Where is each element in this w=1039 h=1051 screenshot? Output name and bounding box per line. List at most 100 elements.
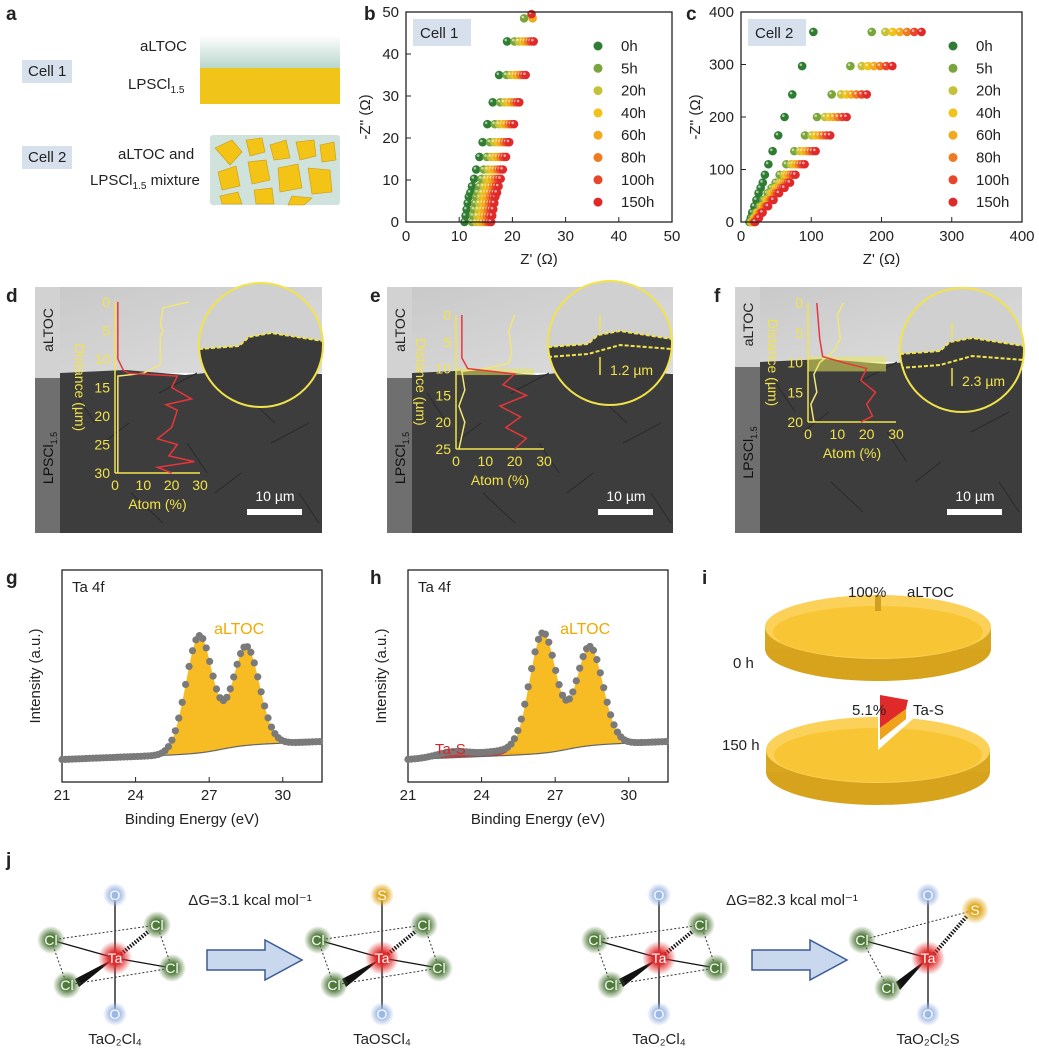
point-highlight: [814, 114, 818, 117]
grain-boundary: [650, 492, 672, 524]
atom-cl-glow: [425, 954, 453, 982]
scale-bar-label: 10 µm: [606, 488, 645, 504]
y-axis-label: Intensity (a.u.): [373, 628, 390, 723]
lpscl-particle: [295, 139, 317, 161]
plot-frame: [405, 11, 673, 223]
measured-data-point: [531, 648, 539, 656]
measured-data-point: [593, 656, 601, 664]
profile-x-label: Atom (%): [823, 445, 881, 461]
profile-y-tick: 10: [435, 361, 451, 377]
data-point-150h: [769, 195, 778, 205]
point-highlight: [792, 172, 796, 175]
point-highlight: [835, 114, 838, 117]
grain-boundary: [158, 372, 198, 394]
data-point-150h: [498, 165, 508, 174]
point-highlight: [823, 132, 827, 136]
point-highlight: [500, 166, 503, 170]
atom-cl-glow: [304, 926, 332, 954]
scale-bar: [947, 509, 1002, 515]
altoc-layer: [200, 35, 340, 68]
profile-y-tick: 20: [435, 414, 451, 430]
lpscl-region: [60, 369, 322, 533]
profile-y-tick: 15: [787, 384, 803, 400]
pie-label-0h: 0 h: [733, 655, 754, 672]
measured-data-point: [572, 677, 580, 685]
measured-data-point: [182, 680, 190, 689]
atom-ta-glow: [365, 941, 399, 975]
inset-lpscl: [548, 331, 672, 405]
delta-g-reaction-1: ΔG=3.1 kcal mol⁻¹: [188, 892, 311, 909]
cell-title-box: [413, 19, 471, 46]
legend-label-20h: 20h: [621, 83, 646, 100]
point-highlight: [865, 63, 868, 67]
dotted-plane-line: [861, 909, 976, 941]
point-highlight: [478, 176, 482, 179]
x-tick-label: 40: [610, 228, 627, 245]
point-highlight: [897, 29, 900, 32]
data-point-0h: [469, 174, 479, 184]
data-point-150h: [521, 70, 530, 80]
point-highlight: [789, 91, 793, 95]
measured-data-point: [254, 673, 262, 681]
point-highlight: [809, 132, 812, 136]
grain-boundary: [298, 492, 320, 524]
measured-data-point: [555, 681, 563, 689]
x-tick-label: 30: [557, 228, 574, 245]
profile-x-tick: 10: [136, 477, 152, 493]
formula-reactant-1: TaO₂Cl₄: [88, 1031, 142, 1048]
measured-data-point: [212, 685, 221, 693]
atom-o-glow: [103, 1002, 127, 1026]
lpscl-particle: [214, 139, 243, 166]
atom-o: O: [654, 887, 665, 903]
atom-cl-glow: [874, 974, 902, 1002]
x-tick-label: 0: [737, 228, 745, 245]
side-label-sub: 1.5: [749, 426, 759, 439]
measured-data-point: [510, 735, 519, 743]
atom-ta: Ta: [108, 950, 123, 966]
grain-boundary: [270, 422, 310, 444]
data-point-150h: [785, 178, 795, 187]
atom-o: O: [923, 1006, 934, 1022]
point-highlight: [762, 172, 765, 175]
y-tick-label: 300: [709, 57, 734, 74]
atom-ta-glow: [98, 941, 132, 975]
atom-ta-glow: [911, 941, 945, 975]
measured-data-point: [552, 666, 560, 675]
point-highlight: [918, 29, 922, 32]
point-highlight: [753, 197, 757, 200]
dotted-plane-line: [333, 967, 440, 986]
atom-cl-glow: [143, 911, 171, 939]
lpscl-particle: [307, 167, 333, 195]
atom-o-glow: [370, 1002, 394, 1026]
measured-data-point: [230, 673, 238, 681]
chart-title: Cell 2: [755, 25, 793, 42]
interface-dashed-line-lower: [900, 354, 1024, 369]
point-highlight: [783, 161, 787, 165]
atom-cl: Cl: [588, 932, 601, 948]
legend-marker-5h: [948, 63, 958, 73]
panel-label-j: j: [6, 850, 12, 871]
point-highlight: [492, 121, 495, 125]
lpscl-particle: [277, 163, 303, 193]
measured-data-point: [569, 688, 577, 696]
atom-s: S: [970, 902, 979, 918]
point-highlight: [904, 29, 908, 32]
profile-line-lpscl: [816, 302, 877, 423]
profile-x-tick: 20: [507, 453, 523, 469]
pie-top-inner: [773, 606, 983, 658]
grain-boundary: [74, 392, 96, 424]
component-fill-aLTOC: [145, 635, 299, 757]
profile-y-tick: 5: [795, 325, 803, 341]
data-point-0h: [483, 119, 492, 129]
side-label-altoc: aLTOC: [40, 308, 56, 352]
dotted-plane-line: [66, 967, 173, 986]
measured-data-point: [521, 700, 529, 708]
atom-cl: Cl: [855, 932, 868, 948]
atom-cl-glow: [158, 954, 186, 982]
lpscl-layer: [200, 68, 340, 104]
point-highlight: [511, 38, 515, 42]
point-highlight: [516, 38, 519, 42]
data-point-150h: [800, 159, 809, 169]
point-highlight: [516, 99, 520, 103]
